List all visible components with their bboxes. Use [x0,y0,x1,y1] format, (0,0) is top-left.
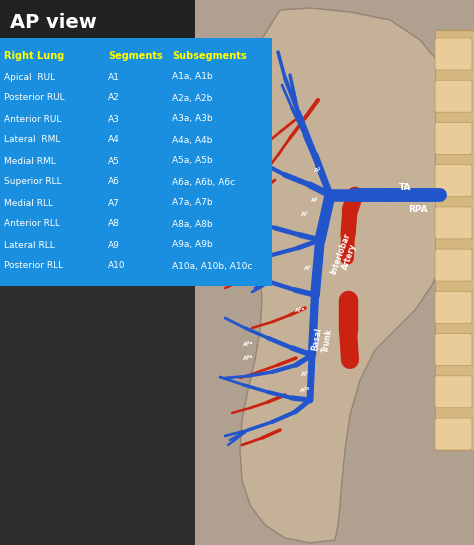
Text: A8: A8 [108,220,120,228]
FancyBboxPatch shape [435,123,472,154]
Text: RPA: RPA [408,205,428,215]
Text: Lateral  RML: Lateral RML [4,136,60,144]
FancyBboxPatch shape [435,334,472,366]
Text: A10: A10 [108,262,126,270]
FancyBboxPatch shape [435,38,472,70]
Text: Superior RLL: Superior RLL [4,178,62,186]
Bar [0,0,195,545]
FancyBboxPatch shape [435,376,472,408]
Text: A5: A5 [108,156,120,166]
Text: A7a, A7b: A7a, A7b [172,198,213,208]
Text: TA: TA [399,183,411,191]
Text: A2a, A2b: A2a, A2b [172,94,212,102]
Bar [435,30,474,450]
Text: Subsegments: Subsegments [172,51,246,61]
Text: Interlobar
Artery: Interlobar Artery [328,231,362,278]
Text: A⁶: A⁶ [304,265,312,270]
Text: A3: A3 [108,114,120,124]
Bar [195,0,474,545]
Text: Right Lung: Right Lung [4,51,64,61]
Bar [0,38,272,286]
Text: A²: A² [311,197,319,203]
Text: Medial RML: Medial RML [4,156,56,166]
Text: Apical  RUL: Apical RUL [4,72,55,82]
Text: A³: A³ [301,213,309,217]
Text: A8a, A8b: A8a, A8b [172,220,213,228]
Text: A4: A4 [108,136,120,144]
Text: Posterior RUL: Posterior RUL [4,94,64,102]
Text: A¹⁰: A¹⁰ [300,387,310,392]
FancyBboxPatch shape [435,292,472,323]
Text: Anterior RUL: Anterior RUL [4,114,61,124]
Text: Anterior RLL: Anterior RLL [4,220,60,228]
Text: Basal
Trunk: Basal Trunk [310,326,334,354]
Text: A9: A9 [108,240,120,250]
Text: A9a, A9b: A9a, A9b [172,240,213,250]
Text: A10a, A10b, A10c: A10a, A10b, A10c [172,262,252,270]
FancyBboxPatch shape [435,418,472,450]
Polygon shape [237,8,462,543]
Text: Segments: Segments [108,51,163,61]
Text: A2: A2 [108,94,120,102]
Text: Medial RLL: Medial RLL [4,198,53,208]
Text: A3a, A3b: A3a, A3b [172,114,213,124]
Text: Posterior RLL: Posterior RLL [4,262,63,270]
Text: A6: A6 [108,178,120,186]
Text: A⁶ᵃ: A⁶ᵃ [295,307,305,312]
Text: A1: A1 [108,72,120,82]
FancyBboxPatch shape [435,207,472,239]
Text: A7: A7 [108,198,120,208]
Text: Lateral RLL: Lateral RLL [4,240,55,250]
FancyBboxPatch shape [435,165,472,197]
Text: A⁸ᵇ: A⁸ᵇ [243,355,253,360]
Bar [0,0,195,38]
Text: AP view: AP view [10,13,97,32]
FancyBboxPatch shape [435,249,472,281]
FancyBboxPatch shape [435,80,472,112]
Text: A¹: A¹ [314,167,322,173]
Text: A6a, A6b, A6c: A6a, A6b, A6c [172,178,235,186]
Text: A5a, A5b: A5a, A5b [172,156,213,166]
Text: A⁸ᵃ: A⁸ᵃ [243,342,253,348]
Text: A⁹: A⁹ [301,372,309,378]
Text: A4a, A4b: A4a, A4b [172,136,212,144]
Text: A1a, A1b: A1a, A1b [172,72,213,82]
